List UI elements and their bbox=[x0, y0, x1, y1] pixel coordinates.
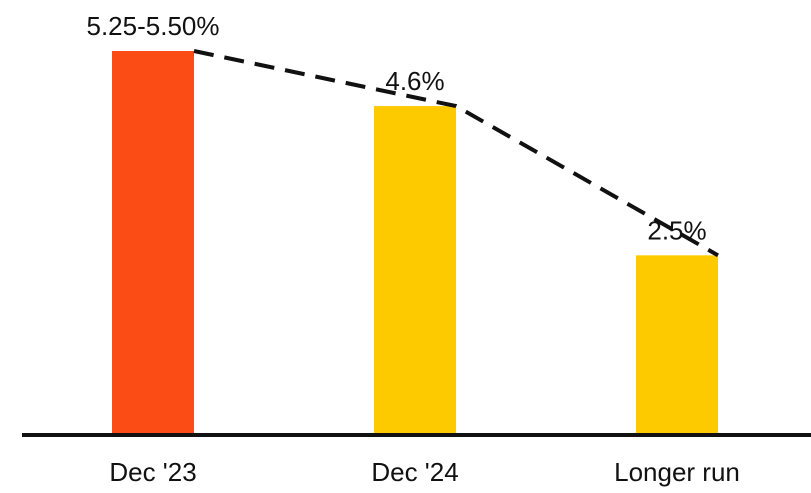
bars-group bbox=[112, 51, 718, 433]
bar bbox=[636, 255, 718, 433]
bar bbox=[112, 51, 194, 433]
value-label: 2.5% bbox=[647, 215, 706, 245]
category-label: Dec '24 bbox=[371, 457, 458, 487]
trend-line bbox=[193, 49, 719, 258]
category-label: Dec '23 bbox=[109, 457, 196, 487]
value-label: 4.6% bbox=[385, 66, 444, 96]
category-label: Longer run bbox=[614, 457, 740, 487]
value-labels-group: 5.25-5.50% 4.6% 2.5% bbox=[87, 11, 707, 245]
value-label: 5.25-5.50% bbox=[87, 11, 220, 41]
category-labels-group: Dec '23 Dec '24 Longer run bbox=[109, 457, 740, 487]
bar bbox=[374, 106, 456, 433]
